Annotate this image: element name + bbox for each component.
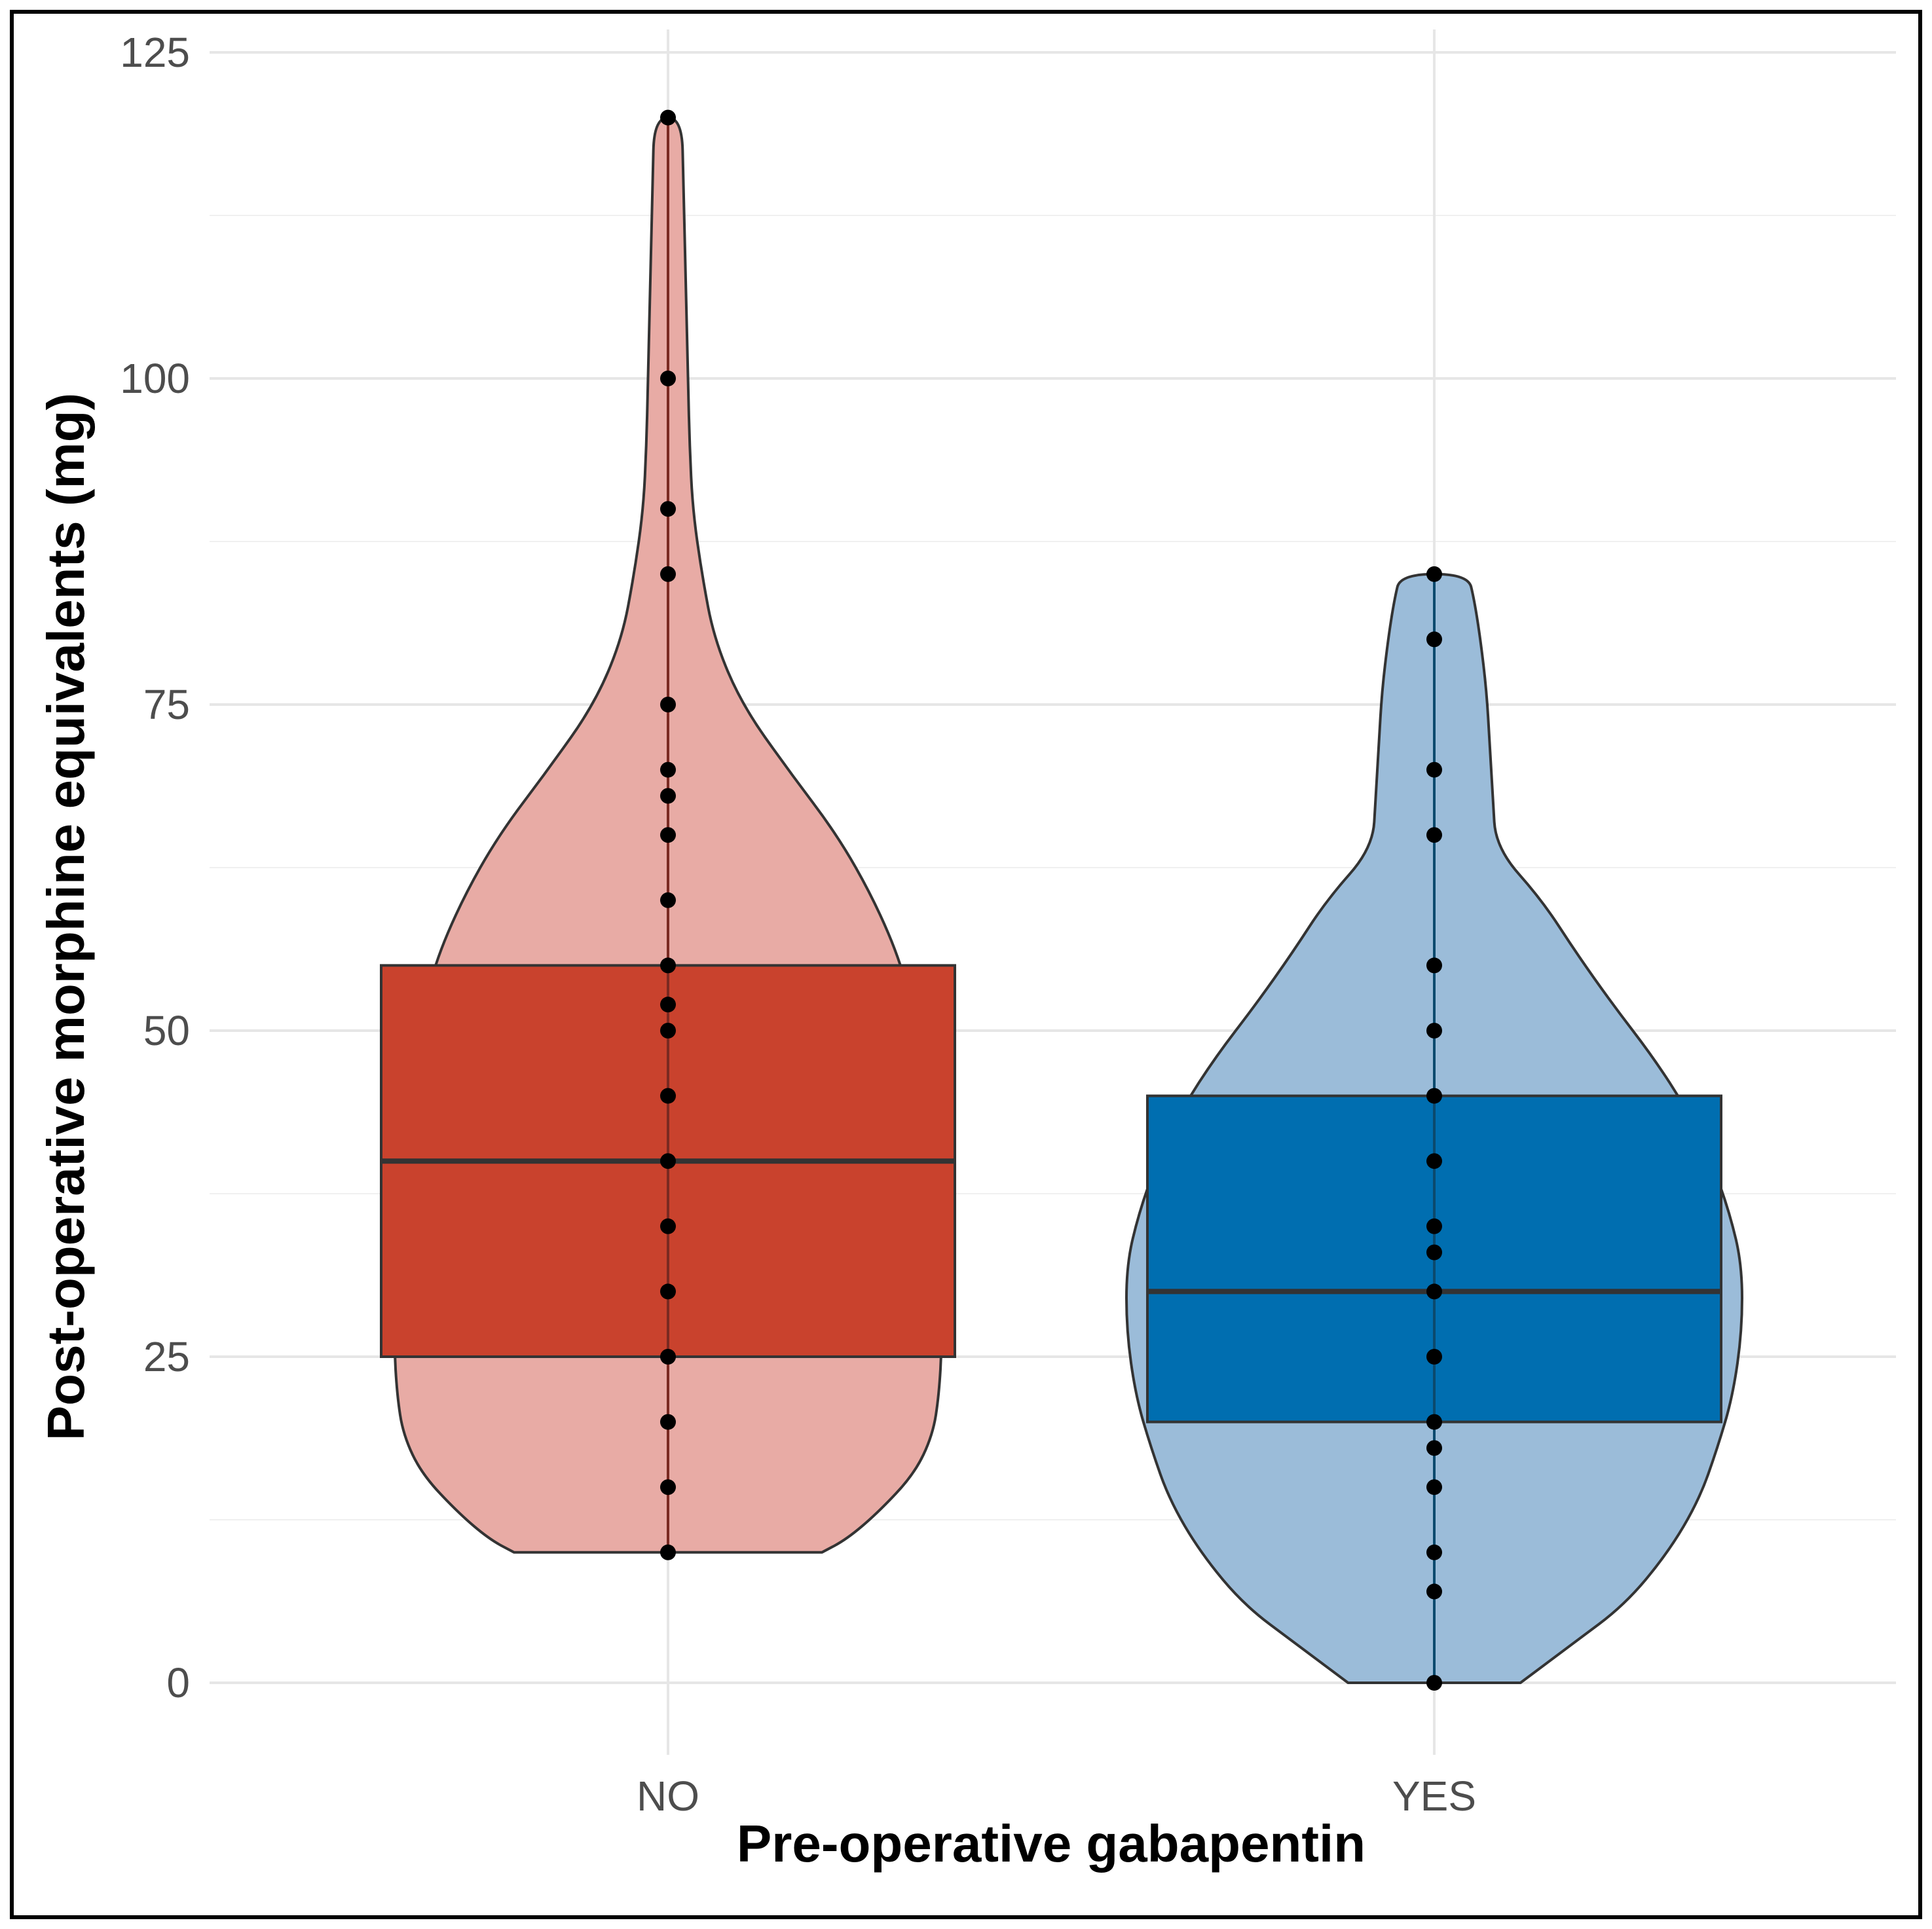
y-tick-label: 25 xyxy=(143,1333,190,1380)
data-point-no xyxy=(660,892,676,908)
data-point-no xyxy=(660,1023,676,1038)
data-point-no xyxy=(660,788,676,804)
chart-border xyxy=(10,10,1922,1919)
data-point-no xyxy=(660,1479,676,1496)
data-point-no xyxy=(660,371,676,386)
data-point-no xyxy=(660,1349,676,1365)
data-point-no xyxy=(660,1153,676,1169)
data-point-yes xyxy=(1426,1414,1442,1430)
data-point-yes xyxy=(1426,1544,1442,1560)
data-point-no xyxy=(660,1414,676,1430)
data-point-yes xyxy=(1426,1153,1442,1169)
data-point-yes xyxy=(1426,1283,1442,1300)
data-point-yes xyxy=(1426,566,1442,582)
data-point-no xyxy=(660,957,676,974)
data-point-no xyxy=(660,1088,676,1104)
data-point-no xyxy=(660,697,676,712)
data-point-yes xyxy=(1426,1218,1442,1234)
y-tick-label: 0 xyxy=(166,1659,190,1706)
x-tick-label-yes: YES xyxy=(1392,1773,1476,1820)
data-point-yes xyxy=(1426,1583,1442,1600)
data-point-no xyxy=(660,566,676,582)
data-point-yes xyxy=(1426,1244,1442,1260)
data-point-yes xyxy=(1426,1479,1442,1496)
y-tick-label: 125 xyxy=(120,29,190,76)
y-tick-label: 50 xyxy=(143,1007,190,1054)
data-point-yes xyxy=(1426,631,1442,648)
data-point-no xyxy=(660,1283,676,1300)
data-point-yes xyxy=(1426,957,1442,974)
data-point-yes xyxy=(1426,1349,1442,1365)
data-point-no xyxy=(660,1544,676,1560)
data-point-no xyxy=(660,762,676,778)
y-tick-label: 75 xyxy=(143,681,190,728)
axis-labels: 0 25 50 75 100 125 NO YES xyxy=(120,29,1476,1820)
data-point-yes xyxy=(1426,1088,1442,1104)
data-point-no xyxy=(660,997,676,1013)
x-axis-title: Pre-operative gabapentin xyxy=(737,1814,1365,1873)
data-point-no xyxy=(660,109,676,126)
x-tick-label-no: NO xyxy=(637,1773,699,1820)
data-point-yes xyxy=(1426,1440,1442,1456)
y-axis-title: Post-operative morphine equivalents (mg) xyxy=(37,393,95,1441)
y-tick-label: 100 xyxy=(120,355,190,402)
data-point-no xyxy=(660,1218,676,1234)
data-point-yes xyxy=(1426,827,1442,843)
data-point-yes xyxy=(1426,1023,1442,1038)
data-point-yes xyxy=(1426,762,1442,778)
point-layer xyxy=(660,109,1442,1691)
data-point-no xyxy=(660,501,676,517)
data-point-yes xyxy=(1426,1675,1442,1691)
data-point-no xyxy=(660,827,676,843)
